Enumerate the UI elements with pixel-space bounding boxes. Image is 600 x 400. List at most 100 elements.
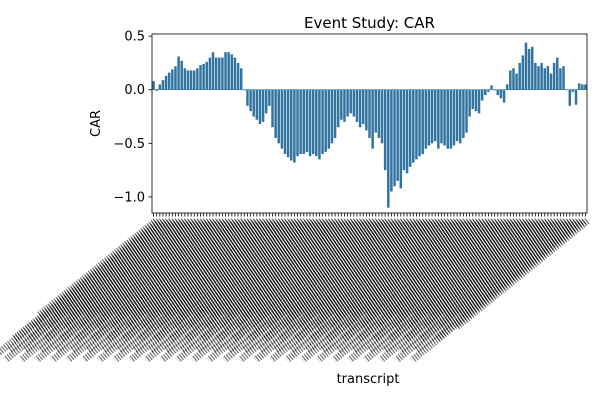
bar bbox=[355, 89, 359, 122]
bar bbox=[440, 89, 443, 144]
y-tick-label: −0.5 bbox=[113, 137, 145, 152]
bar bbox=[180, 60, 183, 90]
bar bbox=[239, 68, 243, 90]
bar bbox=[224, 52, 227, 90]
bar bbox=[427, 89, 431, 146]
bar bbox=[167, 72, 171, 90]
bar bbox=[189, 70, 193, 90]
x-tick-label bbox=[12, 218, 161, 342]
bar bbox=[465, 89, 468, 133]
bar bbox=[459, 89, 462, 144]
bar bbox=[277, 89, 280, 144]
bar bbox=[230, 54, 234, 90]
bar bbox=[340, 89, 343, 120]
bar bbox=[568, 89, 572, 106]
plot-frame bbox=[151, 33, 588, 214]
bar bbox=[368, 89, 371, 138]
bar bbox=[487, 89, 490, 92]
bar bbox=[468, 89, 471, 117]
bar bbox=[371, 89, 374, 149]
bar bbox=[196, 68, 199, 90]
bar bbox=[290, 89, 293, 161]
bar bbox=[186, 70, 190, 90]
bar bbox=[421, 89, 424, 155]
bar bbox=[205, 61, 209, 90]
bar bbox=[402, 89, 406, 171]
bar bbox=[311, 89, 315, 155]
bar bbox=[327, 89, 331, 149]
bar bbox=[333, 89, 337, 138]
bar bbox=[365, 89, 368, 131]
bar bbox=[530, 46, 534, 90]
x-tick-label bbox=[43, 218, 193, 342]
bar bbox=[218, 57, 221, 90]
bar bbox=[424, 89, 428, 149]
bar bbox=[521, 55, 525, 90]
bar bbox=[512, 68, 515, 90]
bar bbox=[183, 68, 187, 90]
bar bbox=[227, 52, 230, 90]
bar bbox=[214, 57, 218, 90]
bar bbox=[452, 89, 456, 146]
bar bbox=[449, 89, 453, 149]
bar bbox=[236, 62, 240, 90]
bar bbox=[246, 89, 249, 106]
bar bbox=[571, 89, 575, 92]
bar bbox=[415, 89, 418, 160]
bar bbox=[546, 66, 550, 90]
x-tick-labels bbox=[0, 218, 590, 363]
bar bbox=[299, 89, 302, 155]
bar bbox=[233, 57, 237, 90]
bar bbox=[462, 89, 465, 138]
y-axis: 0.5 0.0 −0.5 −1.0 bbox=[113, 30, 152, 205]
bar bbox=[283, 89, 287, 155]
x-tick-label bbox=[27, 218, 177, 342]
bar bbox=[302, 89, 306, 155]
bar bbox=[515, 73, 518, 90]
bar bbox=[474, 89, 478, 112]
bar bbox=[177, 56, 180, 90]
bar bbox=[524, 42, 528, 90]
bar bbox=[318, 89, 321, 160]
bar bbox=[268, 89, 271, 106]
bar bbox=[380, 89, 384, 144]
x-axis-label: transcript bbox=[337, 372, 400, 387]
bar bbox=[562, 66, 565, 90]
bar bbox=[565, 89, 568, 91]
bar bbox=[399, 89, 403, 189]
bar bbox=[330, 89, 334, 144]
bar bbox=[315, 89, 318, 157]
bar bbox=[346, 89, 349, 117]
bar bbox=[556, 57, 559, 90]
bar bbox=[280, 89, 284, 149]
bar bbox=[274, 89, 277, 138]
bar bbox=[249, 89, 252, 112]
bar bbox=[199, 65, 202, 90]
bar bbox=[193, 70, 196, 90]
bar bbox=[581, 84, 584, 90]
bar bbox=[490, 85, 493, 90]
bar bbox=[208, 57, 212, 90]
chart-title: Event Study: CAR bbox=[304, 14, 435, 32]
bar bbox=[261, 89, 265, 122]
bar bbox=[374, 89, 378, 133]
bar bbox=[480, 89, 484, 101]
bar bbox=[343, 89, 346, 122]
bar bbox=[211, 52, 215, 90]
bars-group bbox=[152, 42, 587, 208]
bar bbox=[496, 89, 500, 96]
bar bbox=[393, 89, 396, 187]
bar bbox=[336, 89, 340, 128]
bar bbox=[405, 89, 409, 174]
bar bbox=[171, 69, 174, 90]
bar bbox=[264, 89, 268, 114]
bar bbox=[455, 89, 459, 142]
bar bbox=[383, 89, 387, 171]
bar bbox=[305, 89, 309, 152]
bar bbox=[293, 89, 296, 163]
bar bbox=[387, 89, 390, 208]
bar bbox=[443, 89, 446, 146]
bar bbox=[543, 68, 546, 90]
bar bbox=[418, 89, 421, 157]
